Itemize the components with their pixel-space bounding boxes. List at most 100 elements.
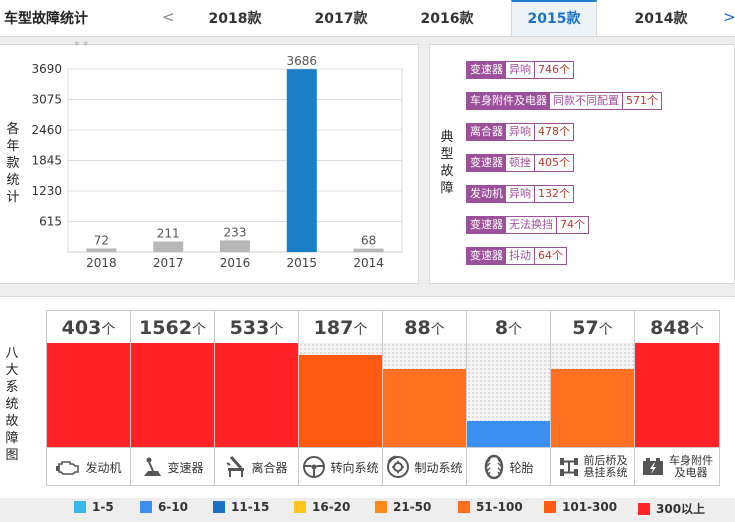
bar-value-label: 211 [157, 227, 180, 241]
system-count: 57个 [551, 311, 634, 343]
system-footer: 发动机 [47, 447, 130, 486]
bar-2018 [86, 248, 117, 252]
system-count-value: 1562 [139, 317, 192, 339]
fault-system: 变速器 [467, 217, 506, 233]
fault-issue: 抖动 [506, 248, 535, 264]
x-tick-label: 2016 [220, 256, 251, 270]
tab-2015[interactable]: 2015款 [511, 0, 597, 36]
fault-count: 746个 [538, 63, 570, 76]
fault-tag[interactable]: 变速器 顿挫 405个 [466, 154, 574, 172]
system-name-line: 悬挂系统 [583, 466, 628, 479]
system-level-fill [383, 369, 466, 447]
system-column-suspension[interactable]: 57个前后桥及 悬挂系统 [551, 311, 635, 485]
fault-count: 571个 [626, 94, 658, 107]
fault-count: 74个 [560, 218, 585, 231]
system-name: 变速器 [167, 460, 204, 475]
system-column-steering-wheel[interactable]: 187个转向系统 [299, 311, 383, 485]
tabs-prev-arrow[interactable]: < [162, 8, 175, 26]
severity-legend: 1-5 6-10 11-15 16-20 21-50 51-100 101-300 300以上 [0, 500, 735, 516]
fault-tag[interactable]: 变速器 异响 746个 [466, 61, 574, 79]
fault-system: 离合器 [467, 124, 506, 140]
y-tick-label: 615 [39, 215, 62, 229]
bar-2016 [220, 240, 250, 252]
legend-swatch [140, 501, 152, 513]
system-name: 轮胎 [509, 460, 534, 475]
system-name: 车身附件 及电器 [669, 455, 713, 479]
tab-2018[interactable]: 2018款 [208, 11, 262, 27]
brake-disc-icon [386, 455, 410, 479]
legend-label: 51-100 [476, 500, 523, 514]
fault-count: 132个 [538, 187, 570, 200]
fault-count: 64个 [538, 249, 563, 262]
system-count: 8个 [467, 311, 550, 343]
system-count-value: 57 [572, 317, 599, 339]
system-count-unit: 个 [508, 322, 523, 338]
suspension-icon [558, 456, 580, 478]
system-level-fill [635, 343, 719, 447]
tab-2017[interactable]: 2017款 [314, 11, 368, 27]
tab-2014[interactable]: 2014款 [634, 11, 688, 27]
legend-label: 300以上 [656, 502, 706, 516]
system-level-fill [299, 355, 382, 447]
system-column-gear-shift[interactable]: 1562个 变速器 [131, 311, 215, 485]
yearly-bar-chart: 615 1230 1845 2460 3075 3690 72 2018 211 2017 233 2… [31, 54, 403, 270]
eight-systems-label: 八大系统故障图 [5, 345, 21, 464]
legend-item: 11-15 [213, 500, 269, 514]
x-tick-label: 2015 [287, 256, 318, 270]
typical-faults-label-text: 典型故障 [440, 130, 454, 196]
tab-2016[interactable]: 2016款 [420, 11, 474, 27]
system-footer: 离合器 [215, 447, 298, 486]
legend-item: 51-100 [458, 500, 523, 514]
system-level-area [467, 343, 550, 447]
fault-tag[interactable]: 变速器 抖动 64个 [466, 247, 567, 265]
system-column-brake-disc[interactable]: 88个 制动系统 [383, 311, 467, 485]
system-level-area [383, 343, 466, 447]
system-count: 187个 [299, 311, 382, 343]
fault-tag[interactable]: 车身附件及电器 同款不同配置 571个 [466, 92, 662, 110]
system-name: 制动系统 [414, 460, 463, 475]
system-name: 转向系统 [330, 460, 379, 475]
fault-tag[interactable]: 发动机 异响 132个 [466, 185, 574, 203]
system-count-value: 533 [229, 317, 270, 339]
cut-off-label: * * [74, 39, 89, 52]
fault-issue: 顿挫 [506, 155, 535, 171]
bar-value-label: 68 [361, 234, 376, 248]
y-tick-label: 3075 [31, 93, 62, 107]
system-name: 前后桥及 悬挂系统 [584, 455, 628, 479]
system-name-line: 前后桥及 [583, 454, 628, 467]
system-count-value: 187 [313, 317, 354, 339]
legend-swatch [294, 501, 306, 513]
gear-shift-icon [141, 456, 163, 478]
fault-issue: 异响 [506, 186, 535, 202]
bar-2014 [353, 248, 384, 252]
system-column-engine[interactable]: 403个 发动机 [47, 311, 131, 485]
tabs-next-arrow[interactable]: > [723, 8, 735, 26]
fault-system: 车身附件及电器 [467, 93, 550, 109]
fault-issue: 同款不同配置 [550, 93, 623, 109]
system-column-battery[interactable]: 848个车身附件 及电器 [635, 311, 719, 485]
yearly-stats-label-text: 各年款统计 [6, 122, 20, 205]
clutch-icon [225, 455, 247, 479]
fault-tag[interactable]: 变速器 无法换挡 74个 [466, 216, 589, 234]
legend-item: 101-300 [544, 500, 617, 514]
legend-label: 6-10 [158, 500, 189, 514]
bar-value-label: 72 [94, 233, 109, 247]
systems-grid: 403个 发动机 1562个 变速器 533个 离合器 187个 转向系统 88个 制动系统 8个轮… [46, 310, 720, 486]
tire-icon [483, 454, 505, 480]
x-tick-label: 2018 [86, 256, 117, 270]
system-level-area [551, 343, 634, 447]
bar-value-label: 3686 [287, 54, 318, 68]
legend-item: 1-5 [74, 500, 114, 514]
system-footer: 轮胎 [467, 447, 550, 486]
x-tick-label: 2014 [353, 256, 384, 270]
system-count-unit: 个 [598, 322, 613, 338]
legend-swatch [375, 501, 387, 513]
y-tick-label: 2460 [31, 123, 62, 137]
system-column-clutch[interactable]: 533个 离合器 [215, 311, 299, 485]
legend-label: 21-50 [393, 500, 432, 514]
system-name: 离合器 [251, 460, 288, 475]
fault-tag[interactable]: 离合器 异响 478个 [466, 123, 574, 141]
fault-count: 478个 [538, 125, 570, 138]
system-count: 848个 [635, 311, 719, 343]
system-column-tire[interactable]: 8个轮胎 [467, 311, 551, 485]
